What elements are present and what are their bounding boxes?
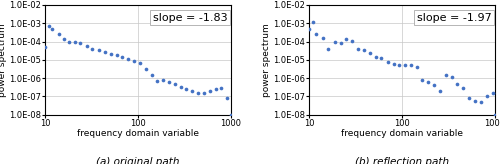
Point xyxy=(324,48,332,50)
Point xyxy=(112,54,120,56)
Point xyxy=(488,92,496,95)
Point xyxy=(107,52,115,55)
Point xyxy=(430,84,438,87)
Point xyxy=(206,90,214,92)
Point xyxy=(454,82,462,85)
Point xyxy=(148,74,156,76)
Point xyxy=(390,63,398,65)
Point xyxy=(95,49,103,51)
Point xyxy=(165,81,173,83)
Point xyxy=(142,68,150,71)
Point xyxy=(331,40,339,43)
Point xyxy=(212,88,220,91)
Point xyxy=(378,57,386,60)
Point xyxy=(384,60,392,63)
Point xyxy=(305,27,313,30)
Point xyxy=(54,33,62,36)
Text: (b) reflection path: (b) reflection path xyxy=(355,157,449,164)
Point xyxy=(124,58,132,60)
Point xyxy=(154,80,162,82)
X-axis label: frequency domain variable: frequency domain variable xyxy=(77,129,199,138)
Point xyxy=(176,85,184,88)
Point xyxy=(194,92,202,95)
Point xyxy=(318,37,326,40)
Point xyxy=(366,51,374,54)
Point xyxy=(45,25,53,27)
Point xyxy=(312,33,320,36)
Point xyxy=(136,61,144,64)
Point xyxy=(88,48,96,50)
Point xyxy=(71,41,79,44)
Text: (a) original path: (a) original path xyxy=(96,157,180,164)
Point xyxy=(159,79,167,81)
Point xyxy=(465,97,473,100)
Point xyxy=(491,113,499,116)
Point xyxy=(482,95,490,98)
Point xyxy=(471,99,479,102)
X-axis label: frequency domain variable: frequency domain variable xyxy=(341,129,463,138)
Point xyxy=(309,20,317,23)
Point xyxy=(227,113,235,116)
Y-axis label: power spectrum: power spectrum xyxy=(262,23,272,97)
Point xyxy=(118,56,126,59)
Point xyxy=(64,40,72,43)
Point xyxy=(348,40,356,42)
Point xyxy=(200,92,208,95)
Point xyxy=(412,66,420,68)
Point xyxy=(218,86,226,89)
Point xyxy=(360,49,368,51)
Point xyxy=(60,38,68,41)
Point xyxy=(188,90,196,92)
Point xyxy=(401,64,409,67)
Point xyxy=(337,42,345,45)
Point xyxy=(372,55,380,58)
Point xyxy=(460,86,468,89)
Point xyxy=(41,46,49,48)
Text: slope = -1.97: slope = -1.97 xyxy=(417,13,492,23)
Point xyxy=(171,82,179,85)
Point xyxy=(442,74,450,76)
Point xyxy=(418,79,426,81)
Y-axis label: power spectrum: power spectrum xyxy=(0,23,8,97)
Point xyxy=(406,64,414,67)
Point xyxy=(436,90,444,92)
Point xyxy=(101,50,109,53)
Point xyxy=(424,81,432,83)
Point xyxy=(130,59,138,62)
Point xyxy=(182,88,190,91)
Point xyxy=(76,42,84,45)
Point xyxy=(82,44,90,47)
Point xyxy=(395,64,403,67)
Point xyxy=(48,27,56,30)
Point xyxy=(448,75,456,78)
Point xyxy=(223,97,231,100)
Point xyxy=(477,101,485,103)
Point xyxy=(354,48,362,50)
Text: slope = -1.83: slope = -1.83 xyxy=(153,13,228,23)
Point xyxy=(342,38,350,41)
